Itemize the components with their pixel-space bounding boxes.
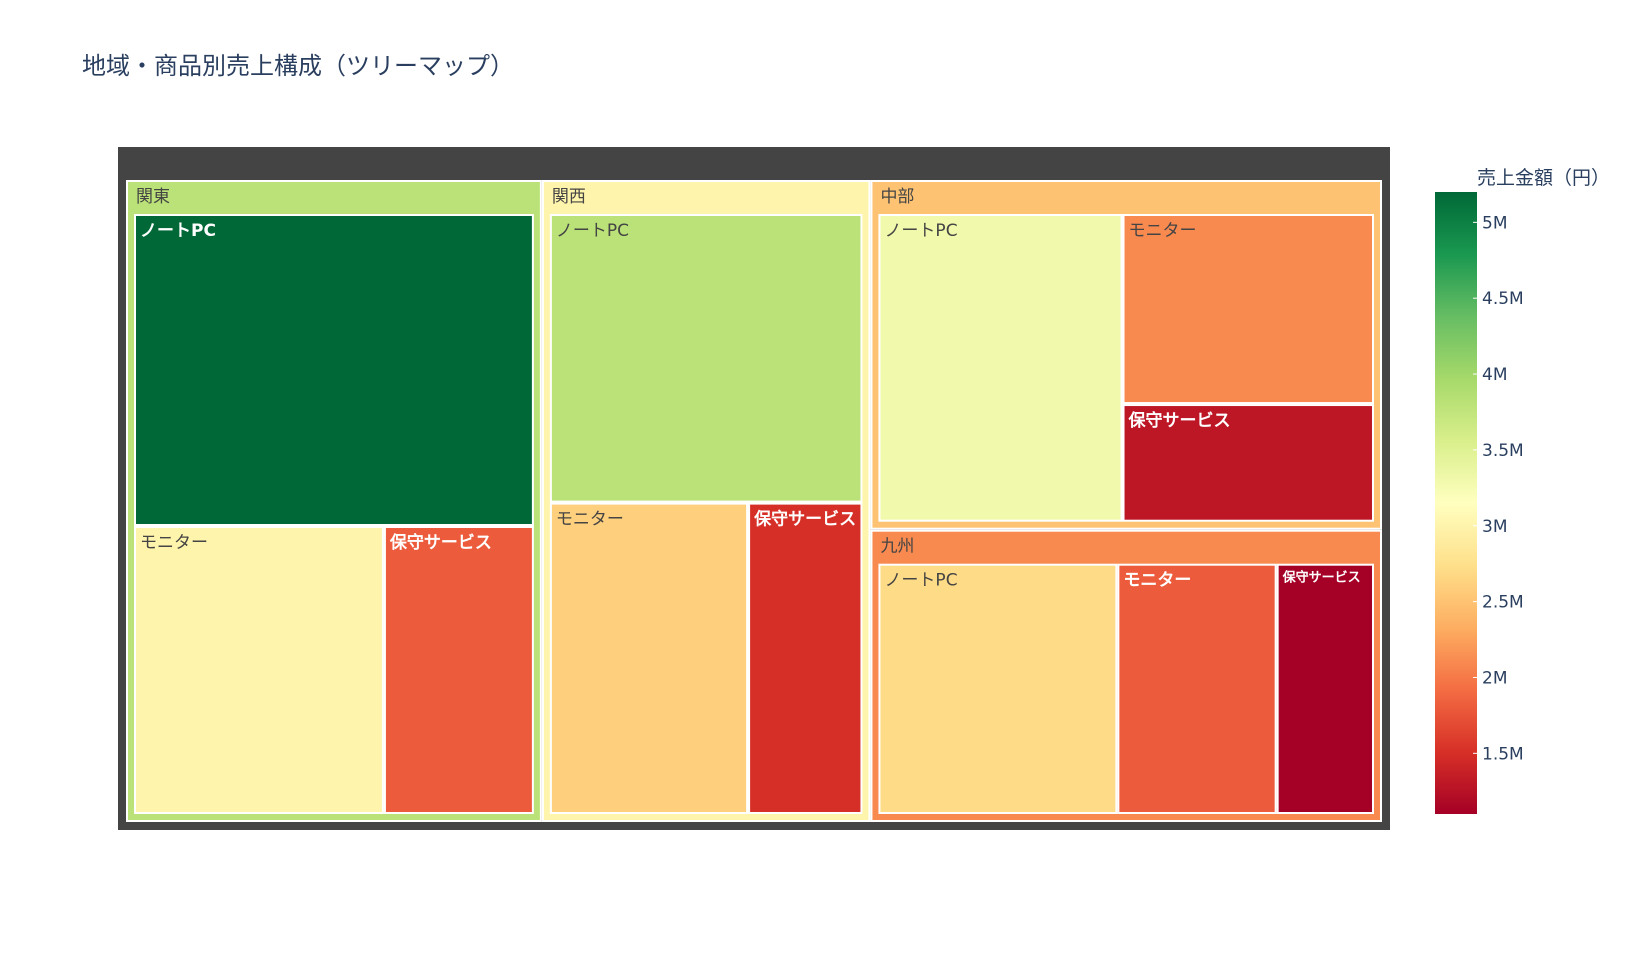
region-label: 中部 — [880, 187, 914, 207]
colorbar — [1435, 192, 1477, 814]
colorbar-tick-label: 5M — [1482, 213, 1507, 233]
tile-label: 保守サービス — [753, 509, 856, 530]
tile-label: モニター — [1123, 571, 1191, 591]
treemap-tile[interactable]: モニター — [1122, 214, 1374, 405]
tile-label: 保守サービス — [1128, 410, 1231, 431]
treemap-tile[interactable]: 保守サービス — [748, 502, 863, 814]
region-label: 関東 — [136, 187, 170, 207]
tile-label: ノートPC — [884, 571, 957, 591]
colorbar-tick-label: 4M — [1482, 365, 1507, 385]
treemap-tile[interactable]: モニター — [549, 502, 749, 814]
tile-label: ノートPC — [884, 221, 957, 241]
treemap-tile[interactable]: 保守サービス — [1122, 404, 1374, 522]
treemap-tile[interactable]: ノートPC — [878, 563, 1118, 815]
region-label: 関西 — [552, 187, 586, 207]
chart-title: 地域・商品別売上構成（ツリーマップ） — [82, 52, 514, 80]
treemap-tile[interactable]: モニター — [134, 526, 384, 814]
colorbar-tick-label: 2M — [1482, 668, 1507, 688]
colorbar-tick-label: 1.5M — [1482, 744, 1524, 764]
treemap-tile[interactable]: モニター — [1117, 563, 1277, 815]
treemap-tile[interactable]: ノートPC — [549, 214, 863, 503]
treemap-tile[interactable]: ノートPC — [878, 214, 1123, 522]
tile-label: モニター — [1129, 221, 1197, 241]
tile-label: ノートPC — [556, 221, 629, 241]
treemap-tile[interactable]: 保守サービス — [1276, 563, 1375, 815]
treemap-tile[interactable]: ノートPC — [134, 214, 534, 526]
colorbar-tick-label: 3M — [1482, 517, 1507, 537]
colorbar-tick-label: 4.5M — [1482, 289, 1524, 309]
colorbar-tick-label: 3.5M — [1482, 441, 1524, 461]
tile-label: 保守サービス — [389, 532, 492, 553]
tile-label: モニター — [556, 510, 624, 530]
treemap-tile[interactable]: 保守サービス — [383, 526, 534, 814]
colorbar-tick-label: 2.5M — [1482, 593, 1524, 613]
colorbar-title: 売上金額（円） — [1477, 167, 1611, 189]
tile-label: 保守サービス — [1282, 570, 1361, 586]
tile-label: モニター — [140, 533, 208, 553]
tile-label: ノートPC — [140, 221, 216, 241]
region-label: 九州 — [880, 537, 914, 557]
